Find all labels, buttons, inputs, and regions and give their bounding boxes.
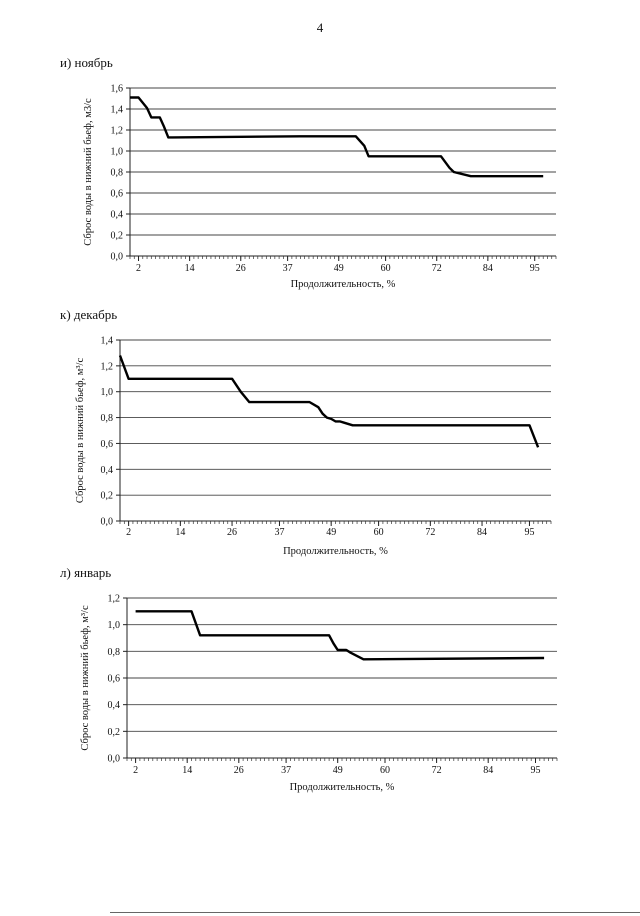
x-tick-label: 60 (374, 527, 384, 538)
x-tick-label: 60 (381, 263, 391, 274)
chart-title-november: и) ноябрь (60, 55, 113, 70)
x-tick-label: 2 (126, 527, 131, 538)
x-tick-label: 95 (524, 527, 534, 538)
x-tick-label: 84 (483, 765, 493, 776)
y-tick-label: 0,0 (101, 517, 114, 528)
page-edge-line (110, 912, 640, 913)
x-tick-label: 72 (425, 527, 435, 538)
y-tick-label: 0,0 (108, 754, 121, 765)
page-number: 4 (316, 20, 324, 35)
x-tick-label: 2 (133, 765, 138, 776)
x-tick-label: 37 (281, 765, 291, 776)
chart-january: 0,0 0,2 0,4 0,6 0,8 1,0 1,2 2 14 26 37 49 60 72 84 95 Пр… (80, 594, 558, 793)
series-line-январь (135, 610, 545, 661)
chart-december: 0,0 0,2 0,4 0,6 0,8 1,0 1,2 1,4 2 14 26 37 49 60 72 84 9… (75, 336, 552, 557)
y-tick-label: 1,0 (111, 147, 124, 158)
y-tick-label: 0,8 (111, 168, 124, 179)
y-tick-label: 1,2 (108, 594, 121, 605)
y-axis-title: Сброс воды в нижний бьеф, м³/с (75, 358, 86, 504)
x-tick-label: 37 (283, 263, 293, 274)
x-axis-title: Продолжительность, % (290, 782, 395, 793)
x-tick-label: 72 (432, 263, 442, 274)
x-tick-label: 95 (530, 263, 540, 274)
x-tick-label: 26 (234, 765, 244, 776)
x-tick-label: 14 (175, 527, 185, 538)
y-tick-label: 0,6 (108, 674, 121, 685)
x-axis-title: Продолжительность, % (283, 546, 388, 557)
y-tick-label: 1,2 (111, 126, 124, 137)
x-tick-label: 72 (432, 765, 442, 776)
x-tick-label: 26 (227, 527, 237, 538)
y-tick-label: 1,4 (111, 105, 124, 116)
y-tick-label: 1,6 (111, 84, 124, 95)
y-tick-label: 0,2 (111, 231, 124, 242)
y-axis-title: Сброс воды в нижний бьеф, м3/с (83, 98, 94, 246)
y-tick-label: 0,4 (108, 700, 121, 711)
y-tick-label: 1,2 (101, 361, 114, 372)
chart-title-january: л) январь (60, 565, 112, 580)
x-tick-label: 49 (334, 263, 344, 274)
y-tick-label: 0,0 (111, 252, 124, 263)
x-axis-title: Продолжительность, % (291, 279, 396, 290)
x-tick-label: 95 (531, 765, 541, 776)
x-tick-label: 49 (326, 527, 336, 538)
x-tick-label: 60 (380, 765, 390, 776)
y-tick-label: 0,4 (111, 210, 124, 221)
y-tick-label: 0,6 (111, 189, 124, 200)
y-tick-label: 0,6 (101, 439, 114, 450)
chart-november: 0,0 0,2 0,4 0,6 0,8 1,0 1,2 1,4 1,6 2 14 26 37 49 60 72… (83, 84, 557, 290)
x-tick-label: 84 (477, 527, 487, 538)
y-tick-label: 0,8 (108, 647, 121, 658)
x-tick-label: 14 (185, 263, 195, 274)
y-tick-label: 1,4 (101, 336, 114, 347)
y-tick-label: 0,4 (101, 465, 114, 476)
x-tick-label: 26 (236, 263, 246, 274)
y-axis-title: Сброс воды в нижний бьеф, м³/с (80, 605, 91, 751)
y-tick-label: 0,2 (101, 491, 114, 502)
x-tick-label: 84 (483, 263, 493, 274)
x-tick-label: 2 (136, 263, 141, 274)
y-tick-label: 1,0 (101, 387, 114, 398)
series-line-ноябрь (130, 96, 544, 178)
x-tick-label: 37 (274, 527, 284, 538)
chart-title-december: к) декабрь (60, 307, 118, 322)
y-tick-label: 0,8 (101, 413, 114, 424)
series-line-декабрь (118, 355, 540, 448)
y-tick-label: 1,0 (108, 620, 121, 631)
y-tick-label: 0,2 (108, 727, 121, 738)
x-tick-label: 49 (333, 765, 343, 776)
x-tick-label: 14 (182, 765, 192, 776)
